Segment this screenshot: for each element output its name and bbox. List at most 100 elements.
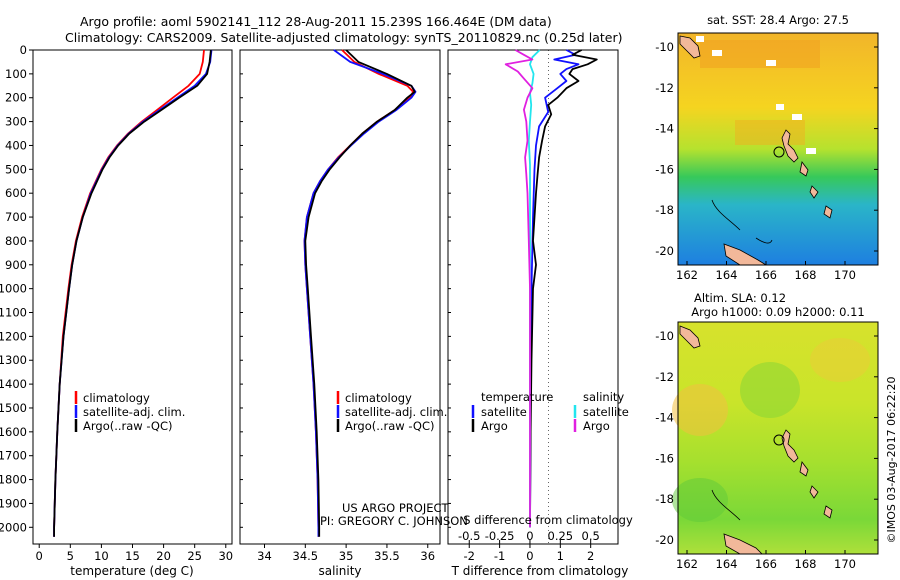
s-diff-tick-label: 0: [526, 529, 533, 543]
sla-map: [672, 321, 879, 555]
series-line-argo---raw--qc-: [304, 49, 416, 537]
series-line-climatology: [53, 49, 205, 537]
series-line-satellite-adj--clim-: [53, 49, 213, 537]
depth-tick-label: 1400: [0, 377, 27, 391]
x-tick-label: 35: [339, 549, 354, 563]
depth-tick-label: 1200: [0, 329, 27, 343]
land-vanuatu-south: [823, 505, 833, 519]
land-vanuatu-south: [809, 185, 819, 199]
salinity-x-label: salinity: [318, 564, 361, 578]
sla-map-high-patch: [810, 338, 870, 382]
x-tick-label: 35.5: [374, 549, 400, 563]
lat-tick-label: -20: [655, 533, 674, 547]
temperature-x-axis: 0 5 10 15 20 25 30: [36, 544, 233, 563]
x-tick-label: 30: [218, 549, 233, 563]
sla-map-lon-axis: 162 164 166 168 170: [676, 550, 856, 571]
depth-tick-label: 400: [5, 138, 27, 152]
salinity-legend: climatology satellite-adj. clim. Argo(..…: [336, 391, 447, 433]
lon-tick-label: 168: [795, 557, 817, 571]
depth-tick-label: 0: [20, 43, 27, 57]
depth-tick-label: 1800: [0, 473, 27, 487]
legend-label-climatology: climatology: [83, 391, 150, 405]
sla-map-title-line2: Argo h1000: 0.09 h2000: 0.11: [691, 305, 864, 319]
depth-tick-label: 700: [5, 210, 27, 224]
diff-line-s-argo: [504, 49, 534, 528]
depth-tick-label: 1600: [0, 425, 27, 439]
bathymetry-contour: [755, 237, 773, 244]
lon-tick-label: 168: [795, 268, 817, 282]
legend-label-s-argo: Argo: [583, 419, 610, 433]
depth-tick-label: 1900: [0, 496, 27, 510]
lat-tick-label: -12: [655, 81, 674, 95]
lat-tick-label: -14: [655, 122, 674, 136]
lat-tick-label: -16: [655, 162, 674, 176]
sla-map-frame: [677, 321, 879, 555]
legend-label-satellite: satellite-adj. clim.: [83, 405, 185, 419]
lat-tick-label: -14: [655, 411, 674, 425]
lon-tick-label: 166: [755, 557, 777, 571]
t-diff-tick-label: 0: [526, 549, 533, 563]
legend-label-t-satellite: satellite: [481, 405, 527, 419]
x-tick-label: 15: [125, 549, 140, 563]
sst-map: [677, 32, 879, 266]
lon-tick-label: 170: [834, 557, 856, 571]
lon-tick-label: 170: [834, 268, 856, 282]
depth-tick-label: 1500: [0, 401, 27, 415]
salinity-x-axis: 34 34.5 35 35.5 36: [257, 544, 435, 563]
imos-footer: ©IMOS 03-Aug-2017 06:22:20: [885, 377, 898, 544]
legend-label-argo: Argo(..raw -QC): [83, 419, 173, 433]
float-position-marker: [773, 146, 785, 158]
legend-label-satellite: satellite-adj. clim.: [345, 405, 447, 419]
sst-map-lon-axis: 162 164 166 168 170: [676, 261, 856, 282]
salinity-series: [303, 49, 417, 537]
t-difference-label: T difference from climatology: [451, 564, 629, 578]
s-diff-tick-label: -0.5: [458, 529, 480, 543]
difference-series: [504, 49, 598, 528]
sla-map-low-patch: [672, 478, 728, 522]
legend-label-t-argo: Argo: [481, 419, 508, 433]
land-vanuatu: [781, 429, 799, 463]
depth-tick-label: 2000: [0, 520, 27, 534]
depth-tick-label: 1100: [0, 306, 27, 320]
sst-map-lat-axis: -10 -12 -14 -16 -18 -20: [655, 40, 878, 258]
sst-map-cloud-patch: [776, 104, 784, 110]
depth-tick-label: 300: [5, 115, 27, 129]
sst-map-warm-patch: [735, 120, 805, 145]
sla-map-high-patch: [672, 384, 728, 436]
figure-title-line1: Argo profile: aoml 5902141_112 28-Aug-20…: [80, 14, 552, 29]
figure-title-line2: Climatology: CARS2009. Satellite-adjuste…: [65, 30, 622, 45]
lon-tick-label: 164: [716, 268, 738, 282]
depth-tick-label: 200: [5, 91, 27, 105]
salinity-panel-frame: [239, 49, 441, 545]
lat-tick-label: -12: [655, 370, 674, 384]
land-vanuatu: [781, 129, 799, 163]
sst-map-cloud-patch: [696, 36, 704, 42]
lon-tick-label: 166: [755, 268, 777, 282]
sst-map-cloud-patch: [806, 148, 816, 154]
lat-tick-label: -16: [655, 451, 674, 465]
land-vanuatu-south: [823, 205, 833, 219]
depth-tick-label: 600: [5, 186, 27, 200]
depth-tick-label: 1000: [0, 282, 27, 296]
temperature-panel-frame: [32, 49, 233, 545]
x-tick-label: 34.5: [293, 549, 319, 563]
diff-line-t-satellite: [529, 49, 580, 528]
sst-map-cloud-patch: [792, 114, 802, 120]
sst-map-cloud-patch: [712, 50, 722, 56]
difference-legend: temperature salinity satellite Argo sate…: [471, 390, 629, 433]
land-vanuatu-south: [799, 161, 809, 177]
land-solomon: [679, 325, 701, 349]
land-vanuatu-south: [799, 461, 809, 477]
t-diff-tick-label: -1: [494, 549, 505, 563]
lon-tick-label: 162: [676, 268, 698, 282]
difference-x-axis: -2 -1 0 1 2 -0.5 -0.25 0 0.25 0.5: [458, 529, 600, 563]
temperature-series: [53, 49, 213, 537]
depth-tick-label: 1700: [0, 449, 27, 463]
land-vanuatu-south: [809, 485, 819, 499]
legend-title-temperature: temperature: [481, 390, 553, 404]
credit-line1: US ARGO PROJECT: [342, 501, 450, 515]
depth-tick-label: 1300: [0, 353, 27, 367]
lat-tick-label: -10: [655, 329, 674, 343]
legend-label-argo: Argo(..raw -QC): [345, 419, 435, 433]
